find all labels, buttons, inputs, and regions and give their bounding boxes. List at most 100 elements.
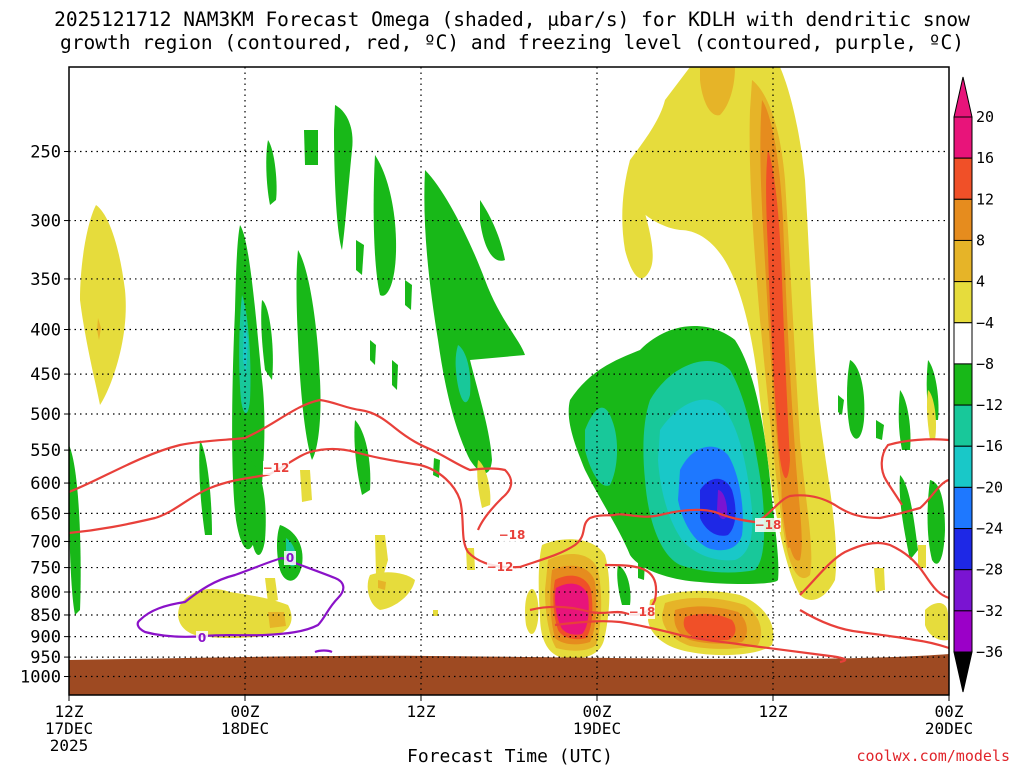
omega-region: [717, 490, 728, 520]
colorbar-bin: [953, 198, 973, 241]
y-tick-label: 600: [30, 474, 61, 494]
colorbar-label: 8: [976, 231, 985, 249]
colorbar-label: 20: [976, 108, 994, 126]
omega-region: [477, 460, 491, 508]
omega-region: [898, 390, 911, 450]
colorbar-bin: [953, 322, 973, 365]
omega-region: [638, 560, 645, 580]
x-tick-label: 00Z: [231, 702, 260, 721]
x-tick-label: 00Z: [583, 702, 612, 721]
x-tick-label: 12Z: [55, 702, 84, 721]
contour-label-bg: [499, 528, 525, 542]
y-tick-label: 350: [30, 270, 61, 290]
omega-region: [300, 470, 312, 502]
omega-region: [370, 340, 376, 365]
omega-region: [918, 545, 926, 568]
omega-region: [700, 67, 735, 116]
plot-frame: [68, 66, 950, 696]
colorbar-bin: [953, 486, 973, 530]
omega-region: [80, 205, 126, 405]
omega-region: [296, 250, 321, 460]
omega-region: [927, 480, 945, 564]
y-tick-label: 950: [30, 648, 61, 668]
colorbar-bin: [953, 116, 973, 159]
freezing-contour: [314, 649, 333, 654]
colorbar-label: −8: [976, 355, 994, 373]
omega-region: [178, 588, 292, 639]
colorbar-label: −24: [976, 520, 1003, 538]
colorbar-bin: [953, 281, 973, 324]
dgz-contour-label: −18: [755, 518, 782, 532]
colorbar-bin: [953, 363, 973, 406]
omega-region: [847, 360, 865, 439]
y-tick-label: 650: [30, 504, 61, 524]
x-tick-label: 17DEC: [45, 719, 93, 738]
freezing-contour-label: 0: [198, 631, 206, 645]
dgz-contour: [554, 620, 847, 664]
omega-region: [683, 613, 736, 641]
x-axis-title: Forecast Time (UTC): [407, 746, 613, 767]
omega-region: [424, 170, 525, 474]
y-tick-label: 300: [30, 212, 61, 232]
y-tick-label: 400: [30, 321, 61, 341]
omega-region: [622, 160, 653, 279]
colorbar-label: −12: [976, 396, 1003, 414]
omega-region: [433, 458, 440, 478]
colorbar: 20 16 12 8 4 −4 −8 −12 −16 −20 −24 −28 −32 −36: [953, 76, 1003, 693]
contours: [69, 398, 949, 664]
omega-region: [354, 420, 371, 495]
contour-label-bg: [629, 605, 655, 619]
colorbar-label: −16: [976, 437, 1003, 455]
omega-region: [874, 568, 885, 592]
colorbar-label: 16: [976, 149, 994, 167]
omega-region: [378, 580, 386, 590]
omega-region: [261, 300, 273, 380]
y-tick-label: 250: [30, 143, 61, 163]
y-tick-label: 750: [30, 559, 61, 579]
x-tick-label: 18DEC: [221, 719, 269, 738]
colorbar-label: −20: [976, 478, 1003, 496]
omega-shading: [69, 67, 949, 695]
y-tick-label: 500: [30, 405, 61, 425]
omega-region: [356, 240, 364, 275]
x-tick-label: 12Z: [759, 702, 788, 721]
y-tick-label: 1000: [20, 668, 61, 688]
dgz-contour: [799, 541, 949, 600]
dgz-contour: [799, 609, 949, 650]
contour-label-bg: [284, 551, 296, 565]
omega-region: [585, 407, 618, 486]
omega-region: [199, 440, 212, 535]
omega-region: [266, 140, 277, 205]
omega-region: [265, 578, 278, 603]
colorbar-bin: [953, 445, 973, 488]
contour-labels: −12 −18 −12 −18 −18 0 0: [196, 461, 781, 645]
colorbar-bin: [953, 528, 973, 571]
chart-title-line2: growth region (contoured, red, ºC) and f…: [60, 31, 964, 54]
omega-region: [375, 535, 388, 580]
omega-region: [334, 105, 353, 250]
omega-region: [926, 390, 937, 440]
dgz-contour: [69, 398, 513, 531]
y-tick-label: 800: [30, 583, 61, 603]
y-tick-label: 450: [30, 365, 61, 385]
dgz-contour-label: −12: [263, 461, 290, 475]
y-axis-ticks: 2503003504004505005506006507007508008509…: [20, 143, 69, 688]
freezing-contour: [136, 556, 345, 638]
omega-region: [268, 612, 286, 628]
contour-label-bg: [755, 518, 781, 532]
omega-region: [480, 200, 505, 261]
dgz-contour: [880, 438, 949, 506]
colorbar-top-arrow: [953, 76, 973, 118]
colorbar-label: 4: [976, 273, 985, 291]
credit-text: coolwx.com/models: [856, 747, 1010, 765]
colorbar-bin: [953, 569, 973, 612]
y-tick-label: 550: [30, 441, 61, 461]
dgz-contour-label: −18: [629, 605, 656, 619]
omega-region: [97, 318, 101, 340]
x-tick-label: 12Z: [407, 702, 436, 721]
x-tick-label: 00Z: [935, 702, 964, 721]
dgz-contour: [69, 447, 521, 569]
omega-region: [373, 155, 397, 296]
omega-region: [243, 318, 248, 375]
